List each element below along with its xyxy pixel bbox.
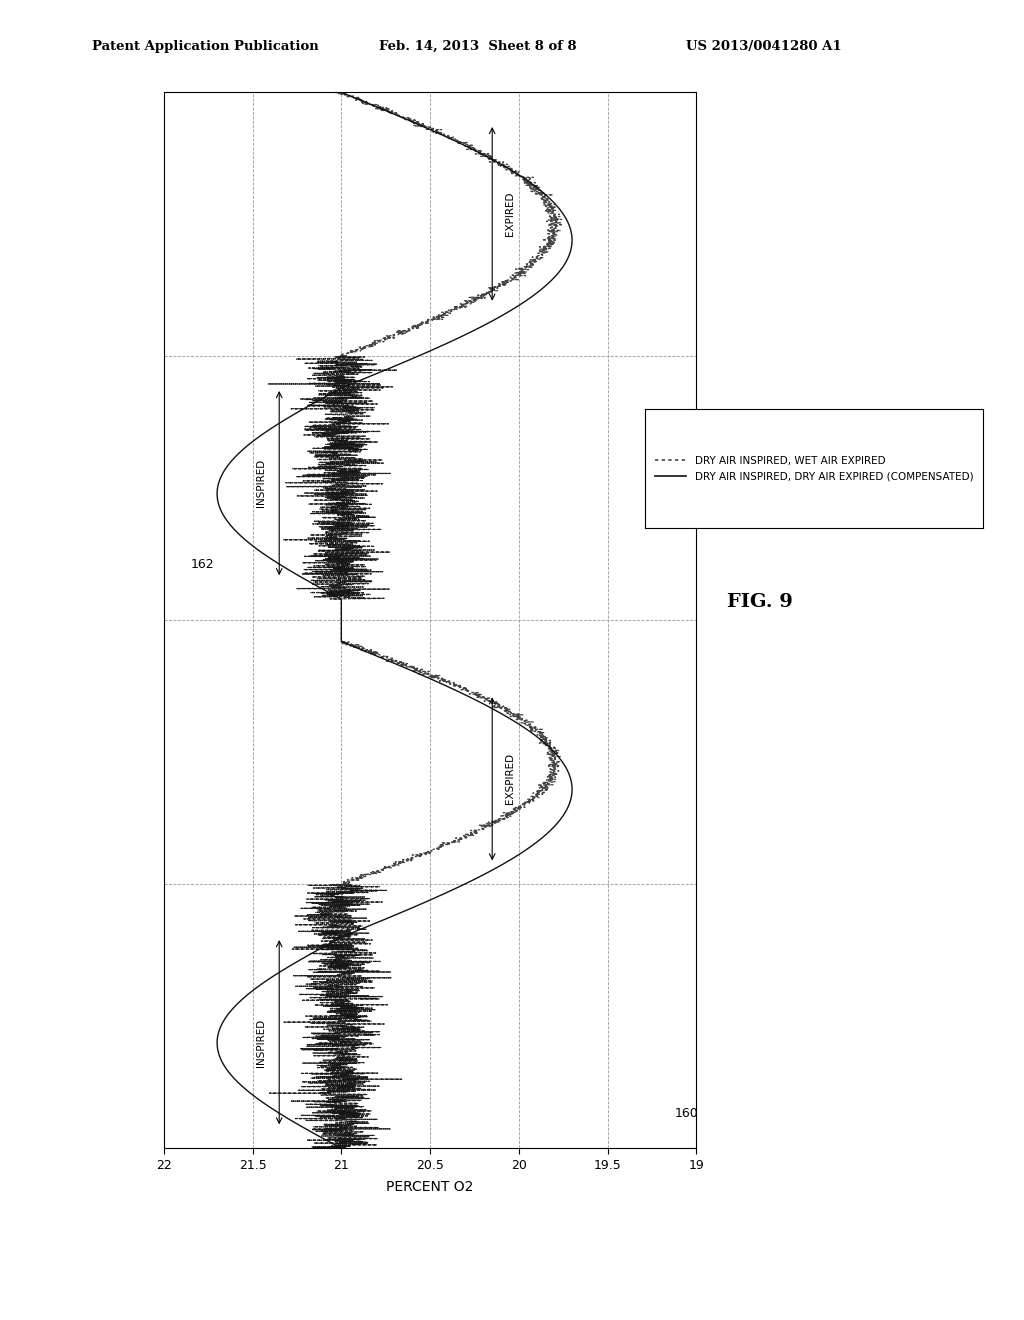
Text: Patent Application Publication: Patent Application Publication: [92, 40, 318, 53]
Text: INSPIRED: INSPIRED: [256, 1019, 266, 1067]
Text: INSPIRED: INSPIRED: [256, 459, 266, 507]
Text: EXSPIRED: EXSPIRED: [505, 754, 515, 804]
Text: 160: 160: [675, 1106, 698, 1119]
Text: Feb. 14, 2013  Sheet 8 of 8: Feb. 14, 2013 Sheet 8 of 8: [379, 40, 577, 53]
Text: EXPIRED: EXPIRED: [505, 191, 515, 236]
X-axis label: PERCENT O2: PERCENT O2: [386, 1180, 474, 1195]
Text: US 2013/0041280 A1: US 2013/0041280 A1: [686, 40, 842, 53]
Legend: DRY AIR INSPIRED, WET AIR EXPIRED, DRY AIR INSPIRED, DRY AIR EXPIRED (COMPENSATE: DRY AIR INSPIRED, WET AIR EXPIRED, DRY A…: [651, 451, 977, 486]
Text: 162: 162: [190, 557, 214, 570]
Text: FIG. 9: FIG. 9: [727, 593, 793, 611]
